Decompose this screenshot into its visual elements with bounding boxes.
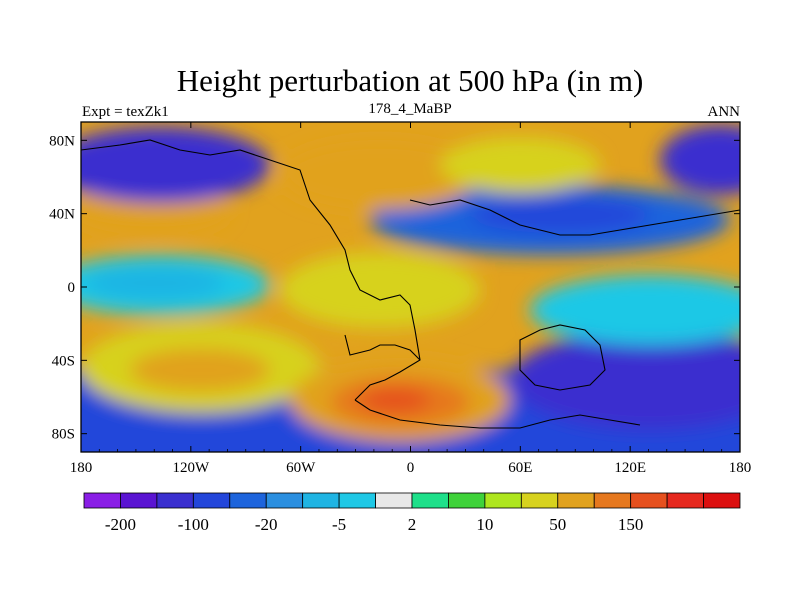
x-tick-label: 180 xyxy=(70,460,93,476)
colorbar-label: 2 xyxy=(408,515,417,534)
colorbar-bin xyxy=(229,492,267,509)
colorbar-bin xyxy=(484,492,522,509)
colorbar-bin xyxy=(666,492,704,509)
colorbar-bin xyxy=(120,492,158,509)
colorbar-bin xyxy=(302,492,340,509)
colorbar-bin xyxy=(83,492,121,509)
chart-title: Height perturbation at 500 hPa (in m) xyxy=(177,63,644,98)
coastline-south-america xyxy=(344,334,421,361)
field-equatorial-high xyxy=(280,252,480,328)
right-string: ANN xyxy=(708,104,741,120)
y-tick-label: 0 xyxy=(68,280,76,296)
colorbar-bin xyxy=(557,492,595,509)
x-tick-label: 120E xyxy=(614,460,646,476)
colorbar-label: -20 xyxy=(255,515,278,534)
colorbar-bin xyxy=(448,492,486,509)
colorbar-bin xyxy=(156,492,194,509)
y-tick-label: 80S xyxy=(52,427,75,443)
colorbar-label: -5 xyxy=(332,515,346,534)
x-tick-label: 0 xyxy=(407,460,415,476)
y-tick-label: 80N xyxy=(49,133,75,149)
colorbar-bin xyxy=(593,492,632,509)
colorbar-label: -100 xyxy=(178,515,209,534)
x-tick-label: 60E xyxy=(508,460,532,476)
field-equatorial-low-west-core xyxy=(85,267,225,299)
coastline xyxy=(81,139,740,429)
center-string: 178_4_MaBP xyxy=(368,101,451,117)
tick-marks xyxy=(80,122,741,452)
map-plot xyxy=(81,122,740,452)
colorbar-bin xyxy=(630,492,668,509)
field-north-low-west xyxy=(81,127,270,203)
coastline-antarctica xyxy=(354,399,641,429)
tick-labels: 180 120W 60W 0 60E 120E 180 80N 40N 0 40S 80S xyxy=(49,133,751,476)
field-south-high-core xyxy=(130,348,270,392)
coastline-north-america xyxy=(81,139,421,401)
colorbar: -200 -100 -20 -5 2 10 50 150 xyxy=(83,492,741,534)
colorbar-label: 150 xyxy=(618,515,644,534)
x-tick-label: 180 xyxy=(729,460,752,476)
field-southern-atlantic-peak xyxy=(360,388,430,412)
colorbar-bin xyxy=(375,492,413,509)
height-field xyxy=(81,125,740,452)
x-tick-label: 60W xyxy=(286,460,316,476)
field-north-low-east xyxy=(660,125,740,195)
colorbar-label: 50 xyxy=(549,515,566,534)
colorbar-label: -200 xyxy=(105,515,136,534)
field-mid-north-low-core xyxy=(470,197,650,233)
coastline-australia xyxy=(519,324,606,391)
colorbar-bin xyxy=(411,492,449,509)
field-equatorial-low-east xyxy=(530,275,740,345)
colorbar-bin xyxy=(265,492,304,509)
y-tick-label: 40S xyxy=(52,353,75,369)
colorbar-bin xyxy=(338,492,376,509)
field-north-high-east xyxy=(440,137,600,193)
x-tick-label: 120W xyxy=(172,460,210,476)
coastline-eurasia xyxy=(409,199,740,236)
field-north-high xyxy=(280,140,480,210)
colorbar-bin xyxy=(703,492,741,509)
y-tick-label: 40N xyxy=(49,207,75,223)
colorbar-bin xyxy=(520,492,559,509)
colorbar-label: 10 xyxy=(476,515,493,534)
colorbar-bin xyxy=(192,492,231,509)
field-southern-indian-low xyxy=(510,330,740,430)
left-string: Expt = texZk1 xyxy=(82,104,169,120)
